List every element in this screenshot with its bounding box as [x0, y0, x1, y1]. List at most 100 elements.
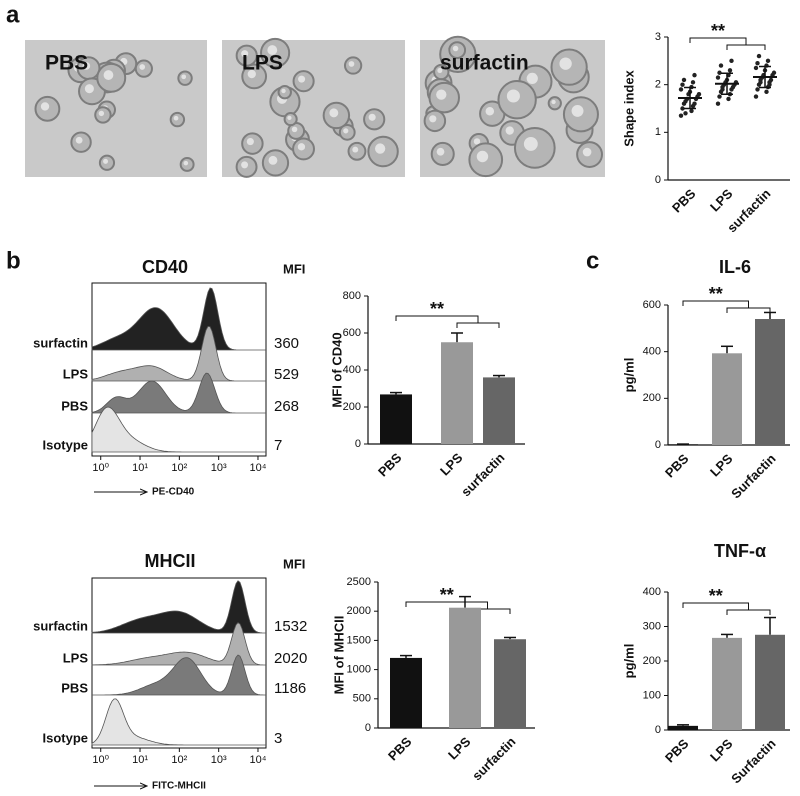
cell-core	[506, 89, 520, 103]
y-axis-label: MFI of CD40	[329, 332, 344, 407]
data-point	[715, 101, 721, 106]
mfi-value: 529	[274, 366, 299, 383]
sig-bracket	[689, 37, 747, 45]
y-tick-label: 1	[655, 126, 661, 138]
significance: **	[709, 284, 723, 304]
sample-label: surfactin	[33, 335, 88, 350]
y-tick-label: 200	[643, 655, 661, 667]
image-label: PBS	[45, 52, 88, 75]
y-tick-label: 0	[355, 438, 361, 450]
sig-bracket	[726, 609, 771, 615]
chart-title: CD40	[142, 257, 188, 277]
cells	[235, 37, 399, 178]
data-point	[753, 94, 759, 99]
x-tick-label: Surfactin	[728, 451, 778, 501]
cell-core	[297, 143, 306, 151]
data-point	[765, 58, 771, 64]
chart-title: MHCII	[145, 551, 196, 571]
x-tick-label: 10³	[211, 462, 227, 474]
bar	[755, 634, 785, 730]
data-point	[767, 82, 772, 87]
mfi-value: 360	[274, 335, 299, 352]
x-tick-label: PBS	[375, 450, 405, 480]
significance: **	[430, 299, 444, 319]
cell-core	[75, 136, 83, 144]
cell-core	[268, 155, 278, 165]
cell-core	[348, 61, 355, 67]
y-tick-label: 1500	[347, 634, 371, 646]
data-point	[718, 63, 724, 68]
cell-core	[476, 150, 489, 163]
sig-bracket	[405, 601, 488, 609]
data-point	[720, 87, 725, 92]
x-axis-label: PE-CD40	[152, 487, 195, 498]
mfi-value: 7	[274, 437, 282, 454]
cell-core	[436, 89, 447, 100]
cell-core	[352, 146, 359, 153]
x-tick-label: surfactin	[458, 450, 507, 499]
cell-core	[485, 107, 495, 116]
histogram	[91, 580, 266, 634]
image-label: LPS	[242, 52, 283, 75]
cell-core	[246, 137, 254, 146]
mfi-value: 3	[274, 730, 282, 747]
cell-core	[429, 115, 437, 123]
cell-core	[374, 143, 386, 154]
sample-label: Isotype	[42, 730, 88, 745]
cell-core	[551, 99, 556, 105]
data-point	[689, 108, 694, 114]
x-tick-label: LPS	[707, 186, 736, 215]
y-tick-label: 400	[643, 586, 661, 598]
data-point	[768, 77, 774, 83]
x-tick-label: 10⁴	[249, 754, 266, 766]
histogram	[91, 287, 266, 351]
y-tick-label: 200	[343, 401, 361, 413]
cells	[34, 52, 195, 172]
bar	[668, 725, 698, 730]
cell-core	[291, 126, 298, 133]
cell-core	[368, 113, 376, 121]
cell-core	[103, 70, 114, 80]
y-tick-label: 2500	[347, 576, 371, 588]
y-tick-label: 400	[643, 346, 661, 358]
error-bar	[759, 65, 771, 89]
x-tick-label: PBS	[662, 451, 692, 481]
cell-core	[523, 136, 538, 151]
mfi-header: MFI	[283, 261, 305, 276]
sample-label: PBS	[61, 398, 88, 413]
data-point	[727, 68, 733, 73]
sig-bracket	[726, 307, 771, 313]
cell-core	[473, 138, 481, 145]
data-point	[692, 101, 697, 106]
x-tick-label: 10¹	[132, 754, 148, 766]
y-tick-label: 1000	[347, 664, 371, 676]
panel-label: a	[6, 1, 20, 28]
panel-label: c	[586, 247, 599, 274]
y-axis-label: pg/ml	[621, 644, 636, 679]
data-point	[690, 80, 696, 85]
cell-core	[183, 160, 189, 166]
mfi-value: 1186	[274, 680, 306, 697]
mfi-value: 2020	[274, 650, 307, 667]
data-point	[717, 94, 722, 99]
sample-label: LPS	[63, 366, 89, 381]
sig-bracket	[726, 44, 766, 50]
data-point	[717, 70, 722, 75]
cell-core	[82, 62, 91, 70]
sig-bracket	[456, 322, 500, 328]
sig-bracket	[682, 602, 749, 610]
cell-core	[437, 68, 443, 74]
cell-core	[267, 45, 278, 55]
histogram	[91, 325, 266, 382]
cell-core	[103, 158, 109, 164]
bar	[755, 319, 785, 445]
cell-core	[452, 45, 459, 52]
x-tick-label: 10²	[171, 754, 187, 766]
x-tick-label: PBS	[662, 736, 692, 766]
significance: **	[709, 586, 723, 606]
data-point	[683, 111, 688, 116]
y-tick-label: 400	[343, 364, 361, 376]
y-tick-label: 600	[343, 327, 361, 339]
data-point	[681, 77, 687, 83]
